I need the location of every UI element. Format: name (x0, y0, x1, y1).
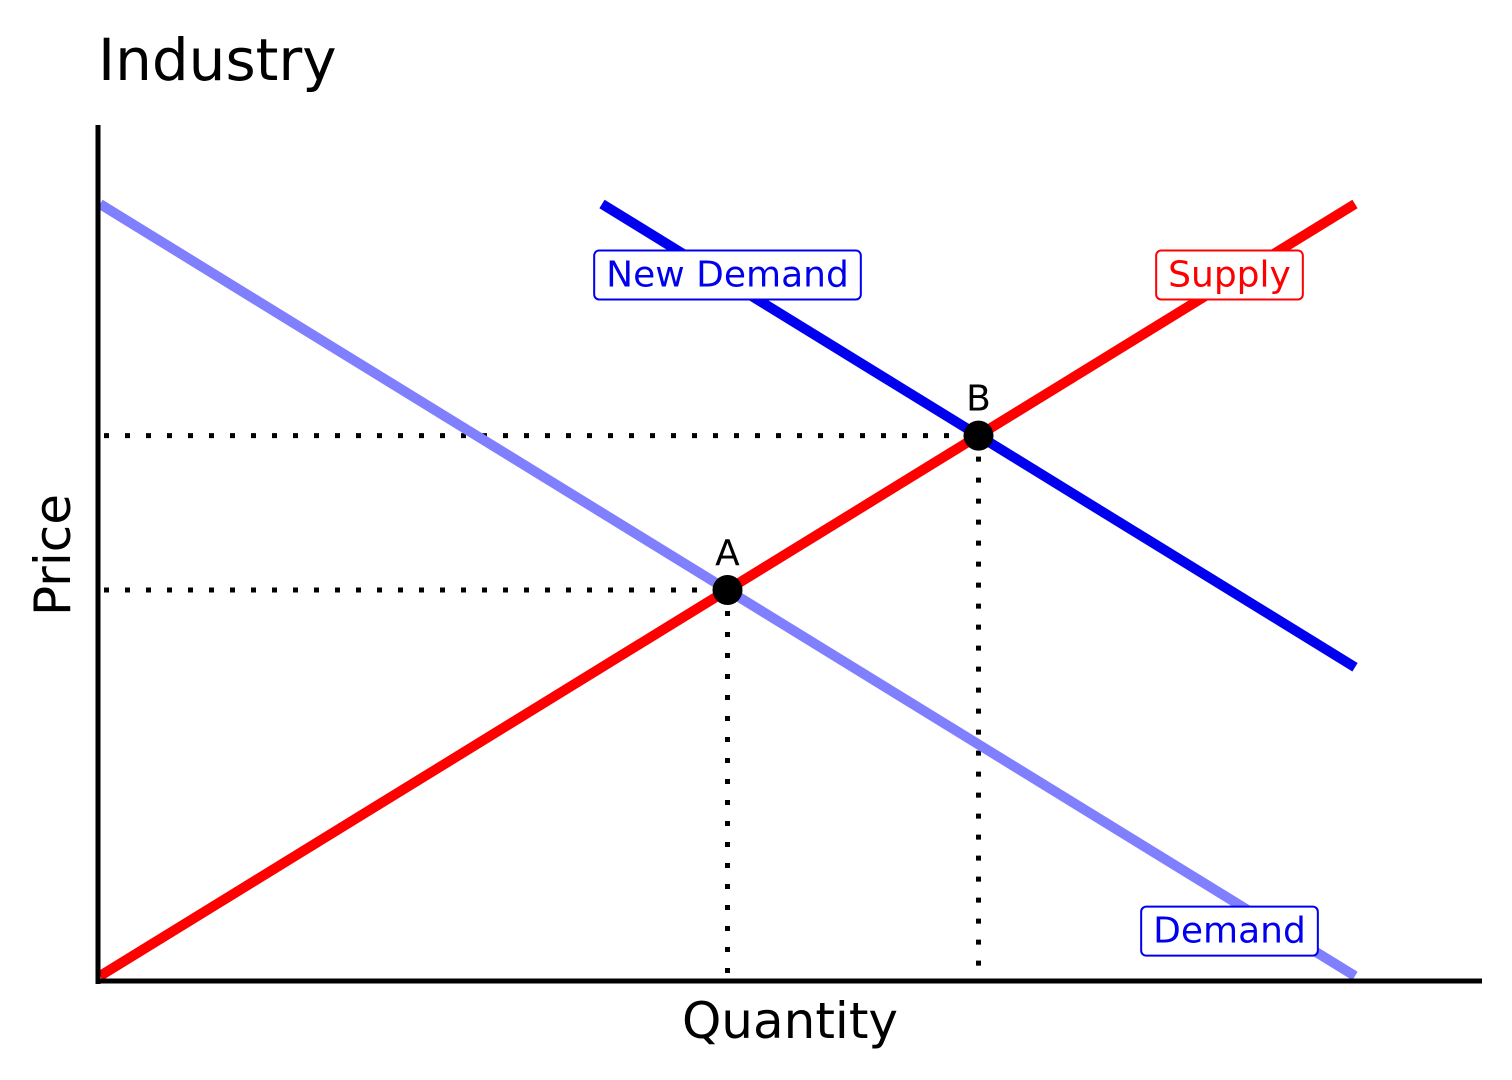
equilibrium-points: AB (712, 379, 994, 605)
new-demand-label-border (593, 249, 862, 301)
curve-labels: Demand New Demand Supply (593, 249, 1319, 957)
demand-label-box: Demand (1140, 905, 1319, 957)
x-axis-label: Quantity (682, 992, 898, 1050)
point-a (712, 575, 743, 605)
guide-lines (104, 433, 981, 978)
point-label-a: A (715, 533, 740, 574)
demand-label: Demand (1153, 911, 1306, 952)
y-axis-label: Price (24, 494, 82, 616)
chart-title: Industry (98, 26, 337, 94)
demand-label-border (1140, 905, 1319, 957)
new-demand-label-box: New Demand (593, 249, 862, 301)
new-demand-label: New Demand (606, 254, 849, 295)
point-b (963, 420, 994, 451)
point-label-b: B (966, 379, 991, 420)
supply-label-box: Supply (1155, 249, 1304, 301)
supply-label-border (1155, 249, 1304, 301)
supply-label: Supply (1168, 254, 1291, 295)
